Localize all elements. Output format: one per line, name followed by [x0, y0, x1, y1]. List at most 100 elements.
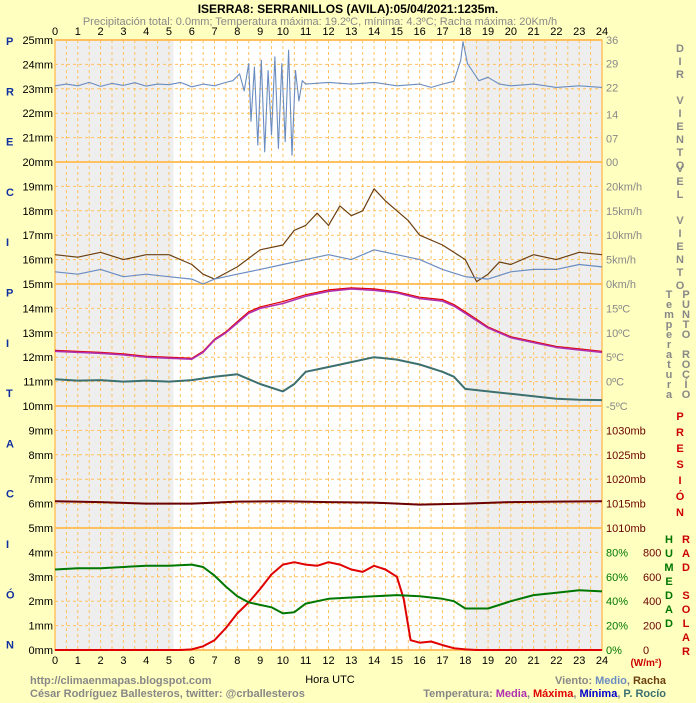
precip-tick: 23mm: [22, 84, 53, 96]
radiation-tick: 800: [643, 547, 661, 559]
precip-tick: 9mm: [29, 425, 53, 437]
precip-tick: 16mm: [22, 255, 53, 267]
x-tick-top: 2: [98, 26, 104, 38]
x-tick-top: 21: [528, 26, 540, 38]
x-tick-top: 5: [166, 26, 172, 38]
wind_dir-tick: 07: [606, 133, 618, 145]
x-tick-bottom: 11: [300, 655, 311, 667]
precip-tick-labels: 0mm 1mm 2mm 3mm 4mm 5mm 6mm 7mm 8mm 9mm 10mm 11mm 12…: [22, 35, 53, 657]
wind_dir-tick: 36: [606, 35, 618, 47]
precip-tick: 21mm: [22, 133, 53, 145]
precip-tick: 4mm: [29, 547, 53, 559]
x-tick-bottom: 2: [98, 655, 104, 667]
precip-tick: 10mm: [22, 401, 53, 413]
x-tick-top: 17: [436, 26, 448, 38]
x-tick-top: 15: [391, 26, 403, 38]
axis-letter: T: [6, 388, 13, 400]
x-tick-top: 20: [505, 26, 517, 38]
night-band-0: [55, 40, 174, 650]
x-tick-top: 10: [277, 26, 289, 38]
precip-tick: 18mm: [22, 206, 53, 218]
x-tick-bottom: 23: [573, 655, 585, 667]
wind_speed-tick: 5km/h: [606, 255, 636, 267]
x-tick-bottom: 10: [277, 655, 289, 667]
axis-letter: I: [6, 237, 9, 249]
x-tick-top: 16: [414, 26, 426, 38]
x-tick-top: 18: [459, 26, 471, 38]
x-tick-bottom: 1: [75, 655, 81, 667]
author-credit: César Rodríguez Ballesteros, twitter: @c…: [30, 688, 305, 700]
precip-tick: 14mm: [22, 303, 53, 315]
precip-tick: 19mm: [22, 181, 53, 193]
radiation-tick: 0: [643, 645, 649, 657]
x-tick-bottom: 15: [391, 655, 403, 667]
radiation-tick: 200: [643, 621, 661, 633]
x-tick-top: 22: [550, 26, 562, 38]
x-tick-bottom: 16: [414, 655, 426, 667]
precip-tick: 8mm: [29, 450, 53, 462]
x-tick-bottom: 3: [120, 655, 126, 667]
series-wind-mean: [54, 249, 603, 285]
chart-subtitle: Precipitación total: 0.0mm; Temperatura …: [83, 16, 557, 28]
grid-lines: [54, 39, 603, 651]
axis-letter: N: [6, 640, 14, 652]
pressure-tick: 1015mb: [606, 499, 646, 511]
series-wind-gust: [54, 188, 603, 283]
axis-letter: C: [6, 187, 14, 199]
x-tick-bottom: 18: [459, 655, 471, 667]
precip-tick: 15mm: [22, 279, 53, 291]
precip-tick: 25mm: [22, 35, 53, 47]
axis-letter: I: [6, 338, 9, 350]
night-band-1: [465, 40, 602, 650]
x-tick-bottom: 5: [166, 655, 172, 667]
wind-legend-medio: Medio: [595, 675, 627, 687]
humidity-tick: 80%: [606, 547, 628, 559]
series-temp-max: [54, 287, 603, 359]
precip-tick: 3mm: [29, 572, 53, 584]
precip-tick: 6mm: [29, 499, 53, 511]
wind_dir-tick: 14: [606, 110, 618, 122]
x-tick-top: 14: [368, 26, 380, 38]
axis-letter: E: [6, 137, 13, 149]
x-tick-bottom: 9: [257, 655, 263, 667]
temp-tick: 5ºC: [606, 352, 624, 364]
chart-title: ISERRA8: SERRANILLOS (AVILA):05/04/2021:…: [198, 2, 499, 16]
temp-tick: -5ºC: [606, 401, 628, 413]
x-tick-bottom: 13: [345, 655, 357, 667]
x-tick-bottom: 12: [322, 655, 334, 667]
temp-legend-rocio: P. Rocío: [623, 688, 666, 700]
axis-letter: Ó: [6, 588, 15, 601]
humidity-tick: 20%: [606, 621, 628, 633]
x-tick-top: 0: [52, 26, 58, 38]
temp-tick: 15ºC: [606, 303, 630, 315]
x-tick-bottom: 21: [528, 655, 540, 667]
series-wind-direction: [54, 41, 603, 156]
x-tick-top: 6: [189, 26, 195, 38]
humidity-tick: 0%: [606, 645, 622, 657]
plot-border: [54, 39, 603, 651]
wind_dir-tick: 29: [606, 59, 618, 71]
temp-legend-media: Media: [496, 688, 528, 700]
series-temp-mean: [54, 288, 603, 360]
precip-tick: 5mm: [29, 523, 53, 535]
series-solar-radiation: [55, 561, 602, 651]
axis-letter: P: [6, 36, 13, 48]
x-tick-top: 23: [573, 26, 585, 38]
x-tick-top: 3: [120, 26, 126, 38]
right-tick-labels: 00 07 14 22 29 36 0km/h 5km/h 10km/h 15km/h 20km/h…: [606, 35, 661, 657]
wind-legend-prefix: Viento:: [555, 675, 592, 687]
precip-tick: 11mm: [23, 377, 53, 389]
temp-legend-prefix: Temperatura:: [423, 688, 492, 700]
pressure-tick: 1010mb: [606, 523, 646, 535]
wind_speed-tick: 20km/h: [606, 181, 642, 193]
temp-tick: 10ºC: [606, 328, 630, 340]
data-series: [54, 41, 603, 651]
temp-tick: 0ºC: [606, 377, 624, 389]
